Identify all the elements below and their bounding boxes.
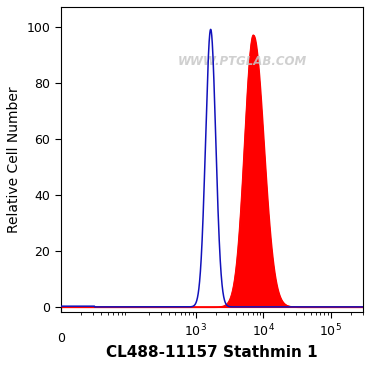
Y-axis label: Relative Cell Number: Relative Cell Number [7,86,21,233]
Text: WWW.PTGLAB.COM: WWW.PTGLAB.COM [178,55,307,68]
Text: 0: 0 [57,332,65,345]
X-axis label: CL488-11157 Stathmin 1: CL488-11157 Stathmin 1 [106,345,318,360]
